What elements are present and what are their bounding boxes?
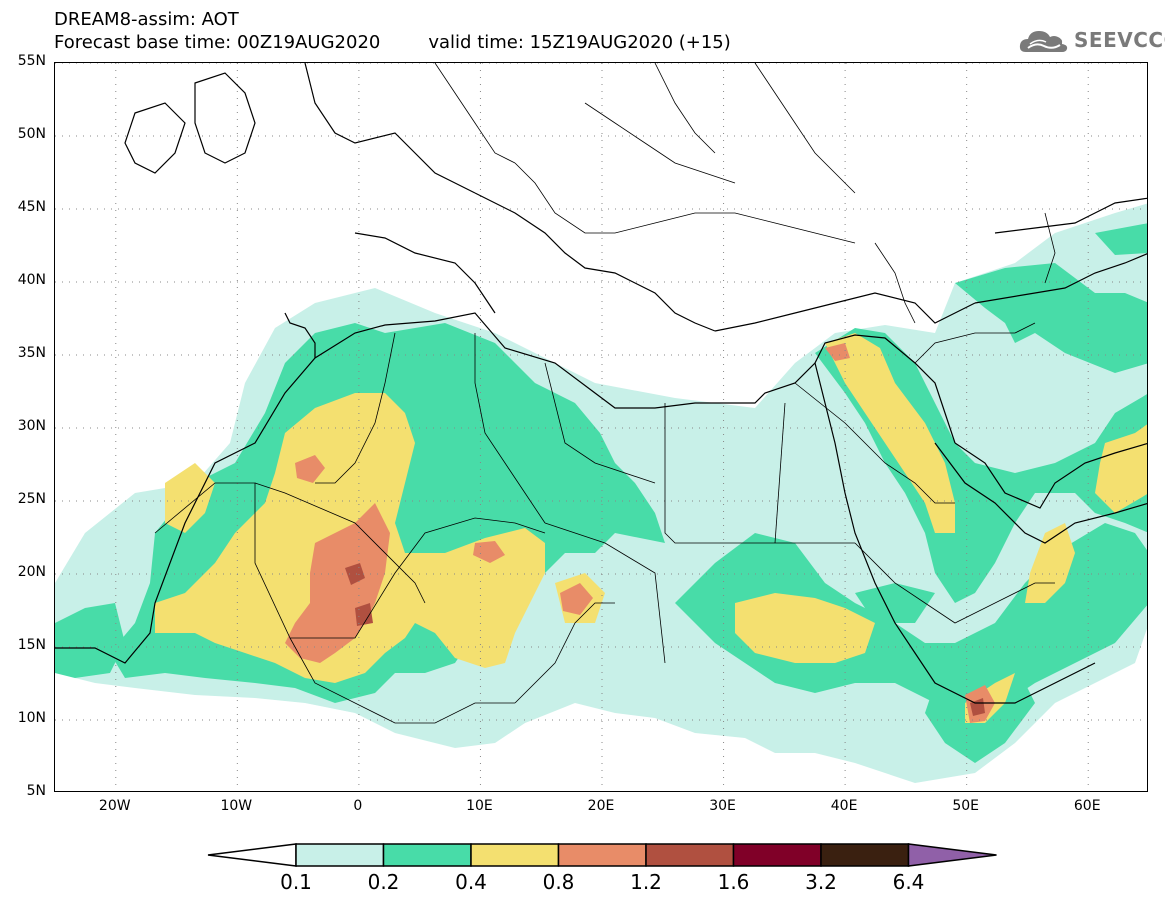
colorbar-over-triangle (907, 843, 997, 867)
colorbar-label: 0.1 (280, 870, 312, 894)
lon-tick-label: 20E (587, 798, 615, 814)
colorbar-label: 3.2 (805, 870, 837, 894)
lat-tick-label: 55N (17, 53, 46, 69)
colorbar-under-triangle (207, 843, 297, 867)
logo-text: SEEVCCC (1074, 28, 1165, 52)
lat-tick-label: 5N (26, 783, 46, 799)
lon-tick-label: 50E (952, 798, 979, 814)
map-canvas (55, 63, 1147, 791)
lon-tick-label: 40E (830, 798, 858, 814)
lon-tick-label: 30E (709, 798, 736, 814)
lon-tick-label: 10W (220, 798, 253, 814)
lat-tick-label: 20N (17, 564, 46, 580)
lat-tick-label: 10N (17, 710, 46, 726)
colorbar-label: 6.4 (892, 870, 925, 894)
colorbar-label: 0.4 (455, 870, 487, 894)
seevccc-logo: SEEVCCC (1018, 26, 1165, 56)
colorbar-segment (645, 843, 735, 867)
lon-tick-label: 0 (353, 798, 363, 814)
colorbar-segment (382, 843, 472, 867)
lat-tick-label: 45N (17, 199, 46, 215)
colorbar-segment (557, 843, 647, 867)
country-borders (154, 63, 1056, 724)
colorbar-label: 1.6 (717, 870, 750, 894)
lat-tick-label: 40N (17, 272, 46, 288)
coastlines (55, 63, 1147, 704)
colorbar-label: 0.2 (367, 870, 400, 894)
colorbar-label: 0.8 (542, 870, 575, 894)
colorbar-segment (295, 843, 385, 867)
colorbar-label: 1.2 (630, 870, 662, 894)
map-graticule (55, 63, 1147, 791)
lon-tick-label: 60E (1073, 798, 1101, 814)
lat-tick-label: 50N (17, 126, 46, 142)
lon-tick-label: 10E (466, 798, 493, 814)
lon-tick-label: 20W (98, 798, 131, 814)
lat-tick-label: 15N (17, 637, 46, 653)
lat-tick-label: 35N (17, 345, 46, 361)
base-time: Forecast base time: 00Z19AUG2020 (54, 32, 381, 53)
colorbar-segment (820, 843, 910, 867)
colorbar-segment (732, 843, 822, 867)
aot-map (54, 62, 1148, 792)
colorbar (207, 843, 997, 867)
chart-subtitle: Forecast base time: 00Z19AUG2020 valid ti… (54, 33, 731, 53)
colorbar-segment (470, 843, 560, 867)
valid-time: valid time: 15Z19AUG2020 (+15) (428, 32, 731, 53)
lat-tick-label: 30N (17, 418, 46, 434)
lat-tick-label: 25N (17, 491, 46, 507)
chart-title: DREAM8-assim: AOT (54, 9, 239, 30)
cloud-icon (1019, 31, 1068, 52)
